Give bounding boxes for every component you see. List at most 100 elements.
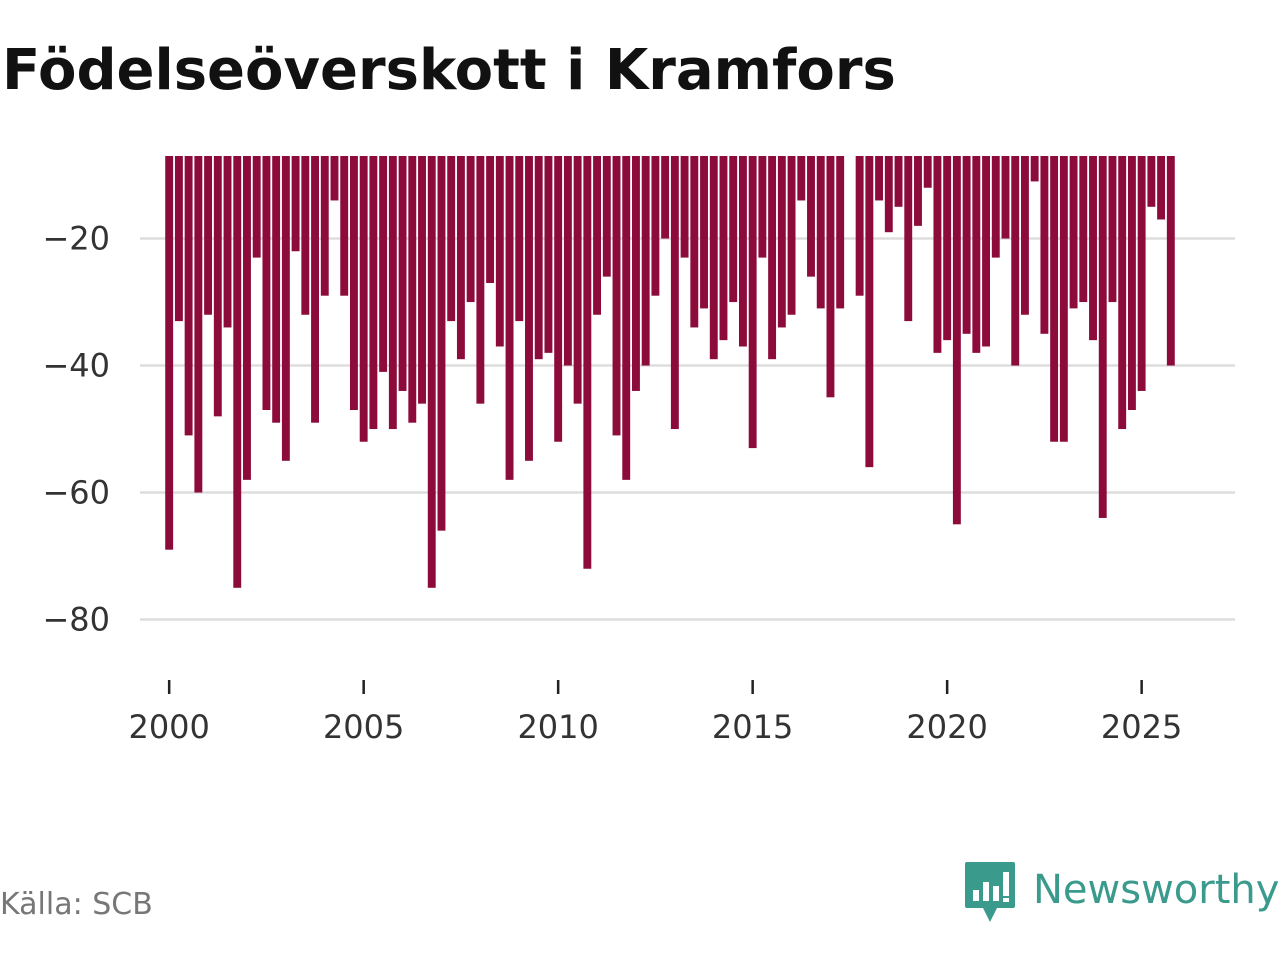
bar — [875, 156, 884, 201]
bar — [855, 156, 864, 296]
y-tick-label: −40 — [42, 347, 110, 385]
chart-title: Födelseöverskott i Kramfors — [2, 38, 896, 103]
bar — [174, 156, 183, 322]
bar — [272, 156, 281, 423]
bar — [388, 156, 397, 430]
bar — [641, 156, 650, 366]
newsworthy-logo-icon — [965, 862, 1015, 922]
bar — [534, 156, 543, 360]
bar — [243, 156, 251, 480]
bar — [418, 156, 426, 404]
bar — [972, 156, 981, 353]
bar — [359, 156, 368, 442]
brand-name: Newsworthy — [1033, 867, 1280, 913]
bar — [505, 156, 514, 480]
bar — [602, 156, 611, 277]
bar — [427, 156, 436, 588]
bar — [311, 156, 319, 423]
bar — [476, 156, 485, 404]
bar — [1001, 156, 1010, 239]
bar — [884, 156, 893, 233]
bar — [379, 156, 388, 372]
bar — [495, 156, 504, 347]
bar — [554, 156, 563, 442]
bar — [865, 156, 874, 468]
x-tick-label: 2025 — [1101, 708, 1182, 746]
bar — [262, 156, 271, 410]
bar — [1040, 156, 1049, 334]
bar — [563, 156, 572, 366]
bar — [525, 156, 533, 461]
bar — [593, 156, 602, 315]
bar — [1108, 156, 1117, 303]
bar — [1050, 156, 1059, 442]
bar — [573, 156, 582, 404]
bar — [340, 156, 349, 296]
y-tick-label: −80 — [42, 601, 110, 639]
bar — [894, 156, 903, 207]
y-tick-label: −60 — [42, 474, 110, 512]
bar — [933, 156, 942, 353]
y-tick-label: −20 — [42, 220, 110, 258]
bar — [787, 156, 796, 315]
bar — [1079, 156, 1088, 303]
bar — [1127, 156, 1136, 410]
x-tick-label: 2015 — [712, 708, 793, 746]
bar — [952, 156, 961, 525]
bar — [1069, 156, 1078, 309]
bar — [1021, 156, 1029, 315]
bar — [729, 156, 738, 303]
bar — [1137, 156, 1146, 391]
bar — [982, 156, 990, 347]
bar — [943, 156, 952, 341]
bar — [1011, 156, 1020, 366]
bar — [632, 156, 640, 391]
bar — [1147, 156, 1156, 207]
x-tick-label: 2010 — [517, 708, 598, 746]
bar — [612, 156, 621, 436]
bar — [1030, 156, 1039, 182]
bar — [758, 156, 767, 258]
bar — [233, 156, 242, 588]
bar — [904, 156, 913, 322]
bar — [437, 156, 446, 531]
bar — [320, 156, 329, 296]
bar — [991, 156, 1000, 258]
bar — [165, 156, 174, 550]
bar — [369, 156, 378, 430]
bar — [1059, 156, 1068, 442]
bar — [330, 156, 339, 201]
bar — [291, 156, 300, 252]
axes: −20 −40 −60 −80 2000 2005 2010 2015 2020 2025 — [42, 220, 1182, 746]
bar — [194, 156, 203, 493]
bar — [1157, 156, 1166, 220]
bar — [515, 156, 524, 322]
bar — [816, 156, 825, 309]
bar — [349, 156, 358, 410]
bar — [456, 156, 465, 360]
bar — [748, 156, 757, 449]
bar — [690, 156, 699, 328]
bar — [223, 156, 232, 328]
bar — [204, 156, 213, 315]
bar — [807, 156, 815, 277]
bar — [661, 156, 670, 239]
bar-chart: −20 −40 −60 −80 2000 2005 2010 2015 2020 2025 — [42, 156, 1235, 746]
bar — [447, 156, 456, 322]
bar — [826, 156, 835, 398]
bar — [680, 156, 689, 258]
x-tick-label: 2000 — [128, 708, 209, 746]
bar — [670, 156, 679, 430]
bar — [738, 156, 747, 347]
bar — [797, 156, 806, 201]
bar — [184, 156, 193, 436]
x-tick-label: 2005 — [323, 708, 404, 746]
bar — [466, 156, 475, 303]
x-tick-label: 2020 — [906, 708, 987, 746]
bar — [398, 156, 407, 391]
bar — [836, 156, 845, 309]
bar — [1089, 156, 1097, 341]
brand-logo[interactable]: Newsworthy — [965, 862, 1279, 926]
bars — [165, 156, 1175, 588]
bar — [962, 156, 971, 334]
